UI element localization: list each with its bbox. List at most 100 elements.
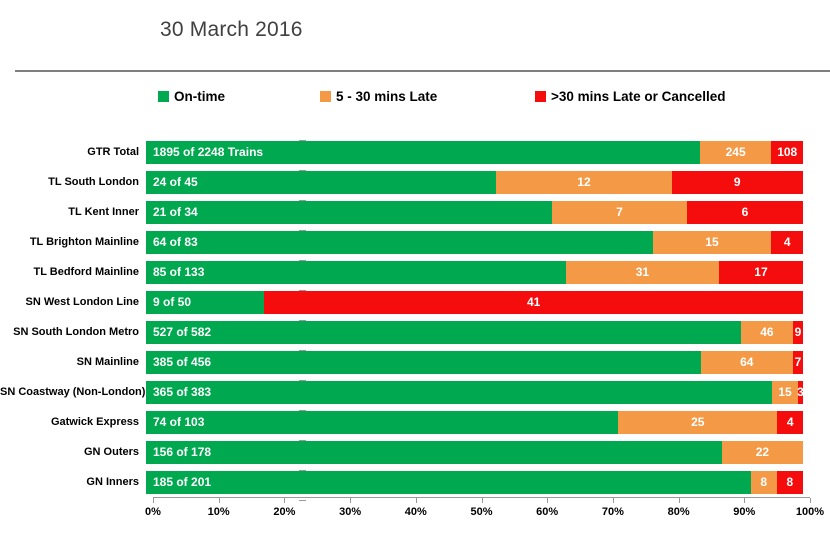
x-axis-tick-label: 70%	[601, 506, 624, 518]
stacked-bar: 185 of 201 8 8	[146, 470, 803, 494]
category-label: SN Coastway (Non-London)	[0, 386, 146, 398]
chart-row: TL Kent Inner 21 of 34 7 6	[0, 197, 830, 227]
chart-row: GN Inners 185 of 201 8 8	[0, 467, 830, 497]
x-axis-tick-label: 60%	[536, 506, 559, 518]
x-axis-tick	[547, 498, 549, 503]
bar-segment-5-30-late: 31	[565, 260, 719, 284]
segment-value-label: 245	[725, 145, 746, 159]
segment-value-label: 21 of 34	[153, 205, 198, 219]
y-axis-tick	[299, 320, 306, 321]
stacked-bar: 24 of 45 12 9	[146, 170, 803, 194]
bar-segment-over-30-late: 8	[776, 470, 803, 494]
stacked-bar: 1895 of 2248 Trains 245 108	[146, 140, 803, 164]
bar-segment-on-time: 21 of 34	[146, 200, 552, 224]
segment-value-label: 185 of 201	[153, 475, 212, 489]
y-axis-tick	[299, 140, 306, 141]
x-axis-tick	[415, 498, 417, 503]
y-axis-tick	[299, 200, 306, 201]
bar-segment-over-30-late: 3	[797, 380, 804, 404]
legend-label: 5 - 30 mins Late	[336, 89, 438, 104]
bar-segment-over-30-late: 41	[264, 290, 803, 314]
bar-segment-on-time: 74 of 103	[146, 410, 619, 434]
chart-row: GTR Total 1895 of 2248 Trains 245 108	[0, 137, 830, 167]
segment-value-label: 25	[691, 415, 705, 429]
title-divider	[15, 70, 830, 72]
x-axis-tick-label: 50%	[470, 506, 493, 518]
chart-row: GN Outers 156 of 178 22	[0, 437, 830, 467]
segment-value-label: 156 of 178	[153, 445, 212, 459]
segment-value-label: 15	[705, 235, 719, 249]
x-axis-tick-label: 90%	[733, 506, 756, 518]
category-label: Gatwick Express	[50, 416, 139, 428]
stacked-bar: 85 of 133 31 17	[146, 260, 803, 284]
segment-value-label: 85 of 133	[153, 265, 205, 279]
chart-row: TL South London 24 of 45 12 9	[0, 167, 830, 197]
y-axis-tick	[299, 350, 306, 351]
x-axis-tick	[153, 498, 154, 503]
bar-segment-5-30-late: 22	[721, 440, 803, 464]
bar-segment-over-30-late: 4	[777, 410, 803, 434]
bar-segment-over-30-late: 4	[771, 230, 803, 254]
legend-item: >30 mins Late or Cancelled	[535, 89, 725, 104]
x-axis-tick-label: 30%	[339, 506, 362, 518]
segment-value-label: 7	[794, 355, 802, 369]
category-label: TL South London	[48, 176, 139, 188]
bar-segment-5-30-late: 25	[618, 410, 778, 434]
bar-segment-on-time: 9 of 50	[146, 290, 265, 314]
category-label: TL Kent Inner	[68, 206, 139, 218]
segment-value-label: 74 of 103	[153, 415, 205, 429]
segment-value-label: 9 of 50	[153, 295, 192, 309]
segment-value-label: 527 of 582	[153, 325, 212, 339]
y-axis-tick	[299, 380, 306, 381]
category-label: SN South London Metro	[13, 326, 139, 338]
bar-segment-over-30-late: 7	[792, 350, 803, 374]
x-axis-tick-label: 20%	[273, 506, 296, 518]
segment-value-label: 9	[794, 325, 802, 339]
segment-value-label: 8	[760, 475, 768, 489]
stacked-bar: 64 of 83 15 4	[146, 230, 803, 254]
chart-row: SN Coastway (Non-London) 365 of 383 15 3	[0, 377, 830, 407]
x-axis: 0% 10% 20% 30% 40% 50% 60% 70% 80% 90% 100%	[145, 497, 824, 523]
segment-value-label: 41	[526, 295, 541, 309]
bar-segment-on-time: 1895 of 2248 Trains	[146, 140, 700, 164]
x-axis-tick-label: 80%	[667, 506, 690, 518]
bar-segment-on-time: 365 of 383	[146, 380, 773, 404]
stacked-bar: 385 of 456 64 7	[146, 350, 803, 374]
x-axis-tick-label: 0%	[145, 506, 161, 518]
segment-value-label: 7	[616, 205, 623, 219]
chart-row: TL Brighton Mainline 64 of 83 15 4	[0, 227, 830, 257]
bar-segment-over-30-late: 17	[719, 260, 803, 284]
y-axis-tick	[299, 500, 306, 501]
bar-segment-5-30-late: 64	[700, 350, 793, 374]
stacked-bar: 74 of 103 25 4	[146, 410, 803, 434]
bar-segment-over-30-late: 6	[687, 200, 803, 224]
chart-row: SN West London Line 9 of 50 41	[0, 287, 830, 317]
category-label: TL Bedford Mainline	[33, 266, 139, 278]
segment-value-label: 6	[741, 205, 749, 219]
legend-swatch-icon	[320, 91, 331, 102]
x-axis-tick	[218, 498, 220, 503]
bar-segment-on-time: 85 of 133	[146, 260, 566, 284]
legend-item: 5 - 30 mins Late	[320, 89, 437, 104]
x-axis-tick	[612, 498, 614, 503]
category-label: GN Inners	[86, 476, 139, 488]
segment-value-label: 64 of 83	[153, 235, 198, 249]
segment-value-label: 3	[797, 385, 804, 399]
category-label: SN Mainline	[76, 356, 139, 368]
legend-label: On-time	[174, 89, 226, 104]
bar-segment-over-30-late: 108	[771, 140, 803, 164]
segment-value-label: 1895 of 2248 Trains	[153, 145, 264, 159]
bar-segment-on-time: 156 of 178	[146, 440, 722, 464]
x-axis-tick	[481, 498, 483, 503]
segment-value-label: 22	[755, 445, 770, 459]
chart-legend: On-time 5 - 30 mins Late >30 mins Late or …	[0, 89, 830, 109]
x-axis-tick	[284, 498, 286, 503]
category-label: GN Outers	[83, 446, 139, 458]
segment-value-label: 8	[786, 475, 794, 489]
bar-segment-on-time: 64 of 83	[146, 230, 653, 254]
y-axis-tick	[299, 230, 306, 231]
category-label: SN West London Line	[25, 296, 139, 308]
segment-value-label: 4	[783, 235, 791, 249]
x-axis-tick-label: 10%	[207, 506, 230, 518]
